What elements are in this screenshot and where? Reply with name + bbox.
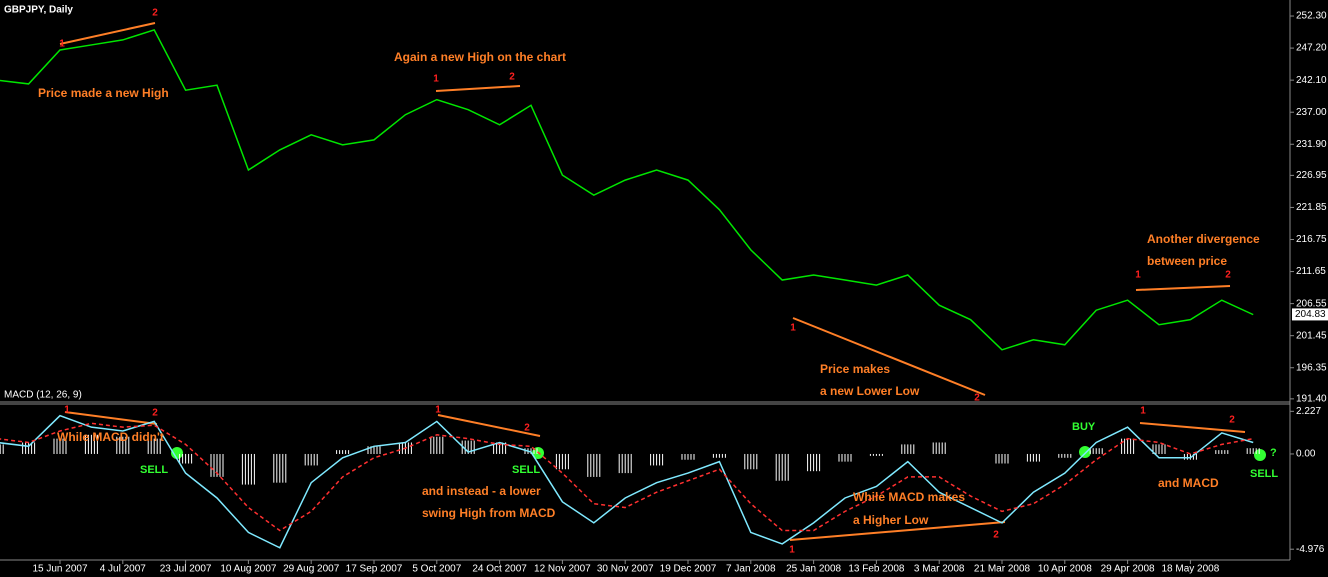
price-tag-label: 204.83 [1295, 309, 1326, 320]
point-label: 1 [789, 545, 795, 556]
annotation: a new Lower Low [820, 384, 920, 398]
trend-line [59, 22, 156, 45]
trend-line [1139, 422, 1246, 433]
x-tick-label: 10 Apr 2008 [1038, 564, 1092, 575]
y-tick-label: 252.30 [1296, 11, 1327, 22]
point-label: 2 [993, 530, 999, 541]
x-tick-label: 25 Jan 2008 [786, 564, 841, 575]
y-tick-label: 231.90 [1296, 139, 1327, 150]
y-tick-label: 2.227 [1296, 406, 1321, 417]
y-tick-label: 221.85 [1296, 202, 1327, 213]
trend-line [792, 317, 986, 396]
y-tick-label: -4.976 [1296, 544, 1325, 555]
x-tick-label: 7 Jan 2008 [726, 564, 776, 575]
trend-line [437, 414, 541, 437]
data-line [0, 414, 1254, 549]
point-label: 1 [59, 39, 65, 50]
point-label: 1 [1140, 406, 1146, 417]
y-tick-label: 216.75 [1296, 234, 1327, 245]
data-line [0, 422, 1254, 532]
point-label: 1 [790, 323, 796, 334]
annotation: SELL [140, 464, 168, 476]
trend-line [1135, 285, 1231, 291]
annotation: ? [1270, 447, 1277, 459]
annotation: BUY [1072, 421, 1096, 433]
point-label: 2 [974, 393, 980, 404]
trend-line [64, 411, 158, 425]
x-tick-label: 24 Oct 2007 [472, 564, 527, 575]
y-tick-label: 226.95 [1296, 170, 1327, 181]
y-tick-label: 206.55 [1296, 298, 1327, 309]
annotation: Another divergence [1147, 232, 1260, 246]
annotation: While MACD makes [853, 490, 965, 504]
x-tick-label: 18 May 2008 [1161, 564, 1219, 575]
x-tick-label: 30 Nov 2007 [597, 564, 654, 575]
x-tick-label: 29 Apr 2008 [1101, 564, 1155, 575]
annotation: and instead - a lower [422, 484, 541, 498]
x-tick-label: 19 Dec 2007 [660, 564, 717, 575]
annotation: Price makes [820, 362, 890, 376]
price-tag [1292, 308, 1328, 321]
x-tick-label: 21 Mar 2008 [974, 564, 1031, 575]
point-label: 1 [433, 74, 439, 85]
point-label: 2 [152, 408, 158, 419]
annotation: While MACD didn't [57, 430, 164, 444]
y-tick-label: 242.10 [1296, 75, 1327, 86]
point-label: 1 [64, 405, 70, 416]
annotation: Price made a new High [38, 86, 169, 100]
x-tick-label: 12 Nov 2007 [534, 564, 591, 575]
x-tick-label: 4 Jul 2007 [100, 564, 147, 575]
x-tick-label: 3 Mar 2008 [914, 564, 965, 575]
y-tick-label: 196.35 [1296, 362, 1327, 373]
y-tick-label: 247.20 [1296, 43, 1327, 54]
annotation: a Higher Low [853, 513, 929, 527]
y-tick-label: 201.45 [1296, 330, 1327, 341]
y-tick-label: 191.40 [1296, 393, 1327, 404]
annotation: between price [1147, 254, 1227, 268]
data-line [0, 28, 1254, 351]
x-tick-label: 10 Aug 2007 [220, 564, 277, 575]
point-label: 2 [509, 72, 515, 83]
point-label: 1 [1135, 270, 1141, 281]
signal-dot [1079, 446, 1091, 458]
indicator-title: MACD (12, 26, 9) [4, 390, 82, 401]
annotation: Again a new High on the chart [394, 50, 566, 64]
annotation: swing High from MACD [422, 506, 556, 520]
x-tick-label: 17 Sep 2007 [346, 564, 403, 575]
x-tick-label: 23 Jul 2007 [160, 564, 212, 575]
annotation: SELL [512, 464, 540, 476]
trend-line [435, 85, 521, 92]
x-tick-label: 29 Aug 2007 [283, 564, 340, 575]
point-label: 2 [524, 423, 530, 434]
signal-dot [1254, 449, 1266, 461]
chart-title: GBPJPY, Daily [4, 5, 73, 16]
annotation: SELL [1250, 468, 1278, 480]
y-tick-label: 237.00 [1296, 107, 1327, 118]
x-tick-label: 13 Feb 2008 [848, 564, 905, 575]
point-label: 2 [1225, 270, 1231, 281]
point-label: 2 [1229, 415, 1235, 426]
trend-lines [59, 22, 1246, 541]
x-tick-label: 5 Oct 2007 [412, 564, 461, 575]
y-tick-label: 211.65 [1296, 266, 1326, 277]
point-label: 1 [435, 405, 441, 416]
x-tick-label: 15 Jun 2007 [32, 564, 87, 575]
y-tick-label: 0.00 [1296, 449, 1316, 460]
annotation: and MACD [1158, 476, 1219, 490]
point-label: 2 [152, 8, 158, 19]
trend-line [789, 521, 1006, 541]
